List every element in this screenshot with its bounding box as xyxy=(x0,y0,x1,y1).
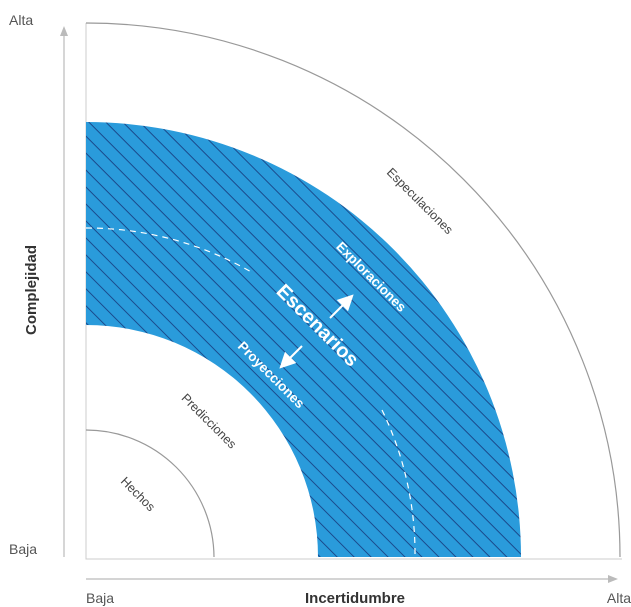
projections-arrow-icon xyxy=(279,345,303,369)
y-axis-low-label: Baja xyxy=(9,541,37,557)
speculations-arc xyxy=(85,22,621,558)
explorations-arrow-icon xyxy=(329,294,354,319)
zone-label-speculations: Especulaciones xyxy=(384,165,456,237)
facts-arc xyxy=(85,429,215,558)
scenarios-band xyxy=(86,122,521,557)
x-axis-arrow-icon xyxy=(608,575,618,583)
x-axis-low-label: Baja xyxy=(86,590,114,606)
x-axis-title: Incertidumbre xyxy=(305,590,405,607)
x-axis-high-label: Alta xyxy=(607,590,631,606)
dashed-arc-lower xyxy=(381,409,416,558)
dashed-arc-upper xyxy=(85,227,254,274)
zone-label-facts: Hechos xyxy=(118,474,158,514)
zone-label-predictions: Predicciones xyxy=(179,391,240,452)
y-axis-high-label: Alta xyxy=(9,12,33,28)
y-axis-title: Complejidad xyxy=(23,245,40,335)
y-axis-arrow-icon xyxy=(60,26,68,36)
